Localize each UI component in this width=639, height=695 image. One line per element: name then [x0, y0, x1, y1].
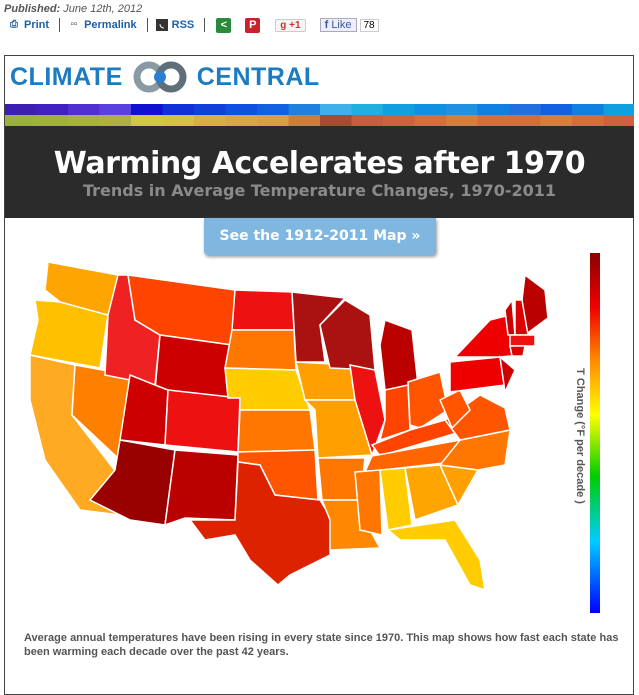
state-mo — [303, 399, 374, 459]
published-line: Published: June 12th, 2012 — [4, 3, 142, 15]
logo-rings-icon — [133, 61, 187, 93]
share-icon[interactable]: < — [216, 17, 232, 33]
stripe-segment — [36, 104, 69, 115]
state-ms — [354, 469, 383, 536]
stripe-segment — [5, 115, 37, 126]
published-date: June 12th, 2012 — [63, 3, 143, 15]
caption: Average annual temperatures have been ri… — [24, 632, 619, 658]
rss-icon: ◟ — [155, 19, 168, 31]
us-map — [29, 261, 549, 592]
stripe-segment — [5, 104, 37, 115]
state-wi — [319, 299, 376, 371]
stripe-segment — [320, 115, 352, 126]
title-band: Warming Accelerates after 1970 Trends in… — [5, 126, 634, 218]
stripe-segment — [68, 115, 100, 126]
stripe-segment — [131, 104, 163, 115]
state-ma — [509, 334, 536, 347]
legend-color-bar — [590, 253, 600, 613]
color-stripes — [5, 104, 634, 126]
like-label: Like — [331, 19, 352, 31]
state-ks — [237, 409, 316, 453]
stripe-segment — [288, 115, 321, 126]
divider — [59, 18, 61, 32]
pinterest-icon[interactable]: P — [245, 17, 261, 33]
stripe-segment — [414, 104, 447, 115]
state-wv — [439, 388, 471, 430]
stripe-segment — [99, 104, 132, 115]
legend-label: T Change (°F per decade ) — [574, 368, 586, 504]
state-in — [378, 384, 411, 442]
stripe-segment — [603, 104, 634, 115]
state-nj — [498, 355, 516, 395]
stripe-segment — [509, 115, 541, 126]
print-label: Print — [24, 19, 50, 31]
stripe-segment — [603, 115, 634, 126]
stripe-segment — [225, 104, 258, 115]
stripe-segment — [131, 115, 163, 126]
state-tx — [188, 461, 333, 586]
state-or — [29, 299, 109, 369]
divider — [204, 18, 206, 32]
divider — [146, 18, 148, 32]
stripe-segment — [509, 104, 541, 115]
state-va — [443, 394, 511, 441]
state-mi — [379, 318, 419, 391]
share-toolbar: ⎙ Print ▫▫ Permalink ◟ RSS < P g +1 f Like … — [4, 16, 379, 34]
climate-central-logo: CLIMATE CENTRAL — [10, 61, 320, 93]
state-al — [379, 467, 413, 531]
link-icon: ▫▫ — [70, 19, 78, 30]
rss-label: RSS — [171, 19, 195, 31]
stripe-segment — [99, 115, 132, 126]
stripe-segment — [572, 104, 604, 115]
stripe-segment — [572, 115, 604, 126]
stripe-segment — [288, 104, 321, 115]
stripe-segment — [351, 104, 384, 115]
see-1912-2011-map-button[interactable]: See the 1912-2011 Map » — [204, 218, 436, 255]
printer-icon: ⎙ — [10, 19, 18, 30]
stripe-segment — [225, 115, 258, 126]
stripe-segment — [477, 104, 510, 115]
state-oh — [407, 371, 449, 429]
google-plus-button[interactable]: g +1 — [275, 18, 306, 32]
facebook-icon: f — [324, 19, 329, 31]
stripe-segment — [351, 115, 384, 126]
stripe-segment — [320, 104, 352, 115]
stripe-segment — [383, 104, 415, 115]
stripe-segment — [540, 104, 573, 115]
chart-subtitle: Trends in Average Temperature Changes, 1… — [82, 181, 557, 200]
state-co — [164, 389, 241, 453]
permalink-label: Permalink — [84, 19, 137, 31]
published-label: Published: — [4, 3, 61, 15]
stripe-segment — [414, 115, 447, 126]
state-nd — [231, 289, 295, 331]
state-pa — [449, 356, 506, 393]
state-ct — [509, 345, 526, 357]
state-me — [521, 273, 549, 337]
facebook-like-button[interactable]: f Like — [319, 18, 357, 32]
rss-link[interactable]: ◟ RSS — [155, 19, 195, 31]
print-link[interactable]: ⎙ Print — [8, 19, 49, 31]
state-sd — [224, 329, 297, 371]
stripe-segment — [68, 104, 100, 115]
stripe-segment — [162, 115, 195, 126]
stripe-segment — [446, 115, 478, 126]
state-fl — [386, 519, 486, 592]
chart-title: Warming Accelerates after 1970 — [53, 146, 586, 181]
stripe-segment — [446, 104, 478, 115]
stripe-segment — [540, 115, 573, 126]
stripe-segment — [194, 104, 226, 115]
state-mn — [291, 291, 347, 363]
state-il — [349, 364, 386, 458]
like-count: 78 — [359, 18, 379, 32]
stripe-segment — [194, 115, 226, 126]
state-wy — [154, 334, 233, 399]
state-nm — [164, 449, 239, 527]
stripe-segment — [162, 104, 195, 115]
stripe-segment — [383, 115, 415, 126]
stripe-segment — [36, 115, 69, 126]
stripe-segment — [257, 115, 289, 126]
stripe-segment — [257, 104, 289, 115]
permalink-link[interactable]: ▫▫ Permalink — [68, 19, 137, 31]
stripe-segment — [477, 115, 510, 126]
